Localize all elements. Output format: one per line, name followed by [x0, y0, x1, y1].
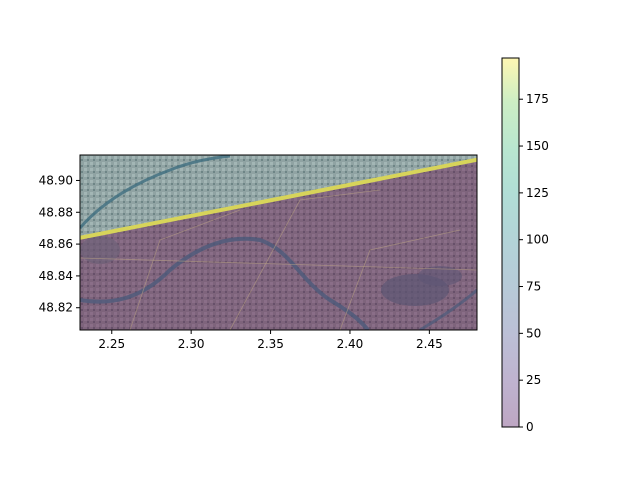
- x-tick-label: 2.45: [416, 337, 443, 351]
- y-tick-label: 48.82: [39, 301, 73, 315]
- x-tick-label: 2.40: [337, 337, 364, 351]
- axes-frame: [79, 154, 478, 331]
- x-tick-label: 2.25: [98, 337, 125, 351]
- region-below-boundary: [80, 159, 477, 330]
- river-east: [419, 288, 477, 330]
- park-area-2: [418, 266, 462, 286]
- river-north: [80, 155, 231, 229]
- colorbar: 0 25 50 75 100 125 150 175: [501, 57, 549, 434]
- colorbar-tick-label: 175: [526, 92, 549, 106]
- road-2: [229, 189, 381, 330]
- colorbar-tick-label: 125: [526, 186, 549, 200]
- road-1: [80, 257, 477, 271]
- colorbar-tick-label: 25: [526, 373, 541, 387]
- road-3: [129, 209, 241, 330]
- colorbar-tick-label: 75: [526, 280, 541, 294]
- river-seine: [80, 236, 370, 330]
- y-tick-label: 48.84: [39, 269, 73, 283]
- colorbar-tick-label: 0: [526, 420, 534, 434]
- x-axis: 2.25 2.30 2.35 2.40 2.45: [98, 330, 443, 351]
- y-tick-label: 48.90: [39, 173, 73, 187]
- road-4: [339, 229, 461, 330]
- colorbar-tick-label: 50: [526, 326, 541, 340]
- colorbar-ticks: 0 25 50 75 100 125 150 175: [519, 92, 549, 434]
- colorbar-tick-label: 150: [526, 139, 549, 153]
- colorbar-gradient: [502, 58, 519, 427]
- y-tick-label: 48.86: [39, 237, 73, 251]
- y-axis: 48.82 48.84 48.86 48.88 48.90: [39, 173, 80, 315]
- map-image: [80, 155, 477, 330]
- park-area-3: [80, 236, 120, 264]
- y-tick-label: 48.88: [39, 205, 73, 219]
- colorbar-tick-label: 100: [526, 233, 549, 247]
- colorbar-frame: [501, 57, 520, 428]
- boundary-line: [80, 157, 477, 240]
- map-axes: 2.25 2.30 2.35 2.40 2.45 48.8248.8448.8648.8…: [39, 154, 478, 351]
- x-tick-label: 2.35: [257, 337, 284, 351]
- x-tick-label: 2.30: [178, 337, 205, 351]
